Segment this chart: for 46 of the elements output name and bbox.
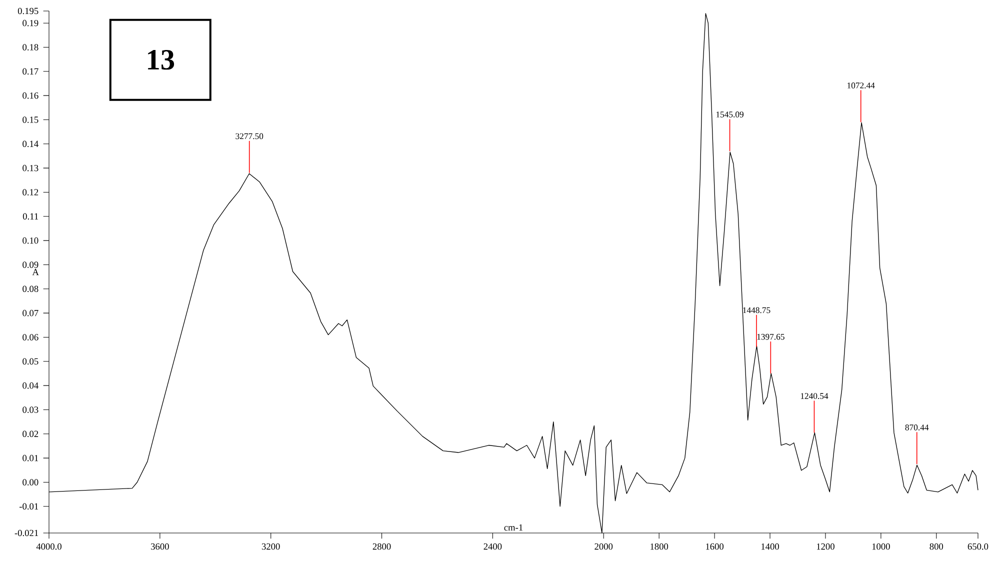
annotation: 13 xyxy=(148,50,174,70)
y-tick-label: 0.00 xyxy=(22,479,38,486)
annotation: 870.44 xyxy=(905,424,929,430)
y-tick-label: 0.14 xyxy=(22,140,38,148)
y-tick-label: 0.195 xyxy=(18,8,38,14)
y-tick-label: 0.01 xyxy=(22,454,38,462)
annotation: 1240.54 xyxy=(800,393,828,399)
y-tick-label: 0.10 xyxy=(22,237,38,244)
y-tick-label: 0.17 xyxy=(22,68,38,75)
y-tick-label: 0.18 xyxy=(22,44,38,50)
x-tick-label: 2400 xyxy=(484,543,502,550)
x-tick-label: 1400 xyxy=(761,543,779,550)
y-tick-label: 0.02 xyxy=(22,430,38,438)
annotation: 1448.75 xyxy=(743,307,770,314)
y-tick-label: 0.05 xyxy=(22,358,38,365)
y-tick-label: 0.12 xyxy=(22,189,38,196)
y-tick-label: -0.01 xyxy=(20,503,38,510)
y-tick-label: 0.06 xyxy=(22,334,38,340)
y-tick-label: 0.08 xyxy=(22,286,38,292)
annotation: 1545.09 xyxy=(716,112,744,118)
y-tick-label: 0.07 xyxy=(22,310,38,316)
y-tick-label: 0.16 xyxy=(22,92,38,99)
y-tick-label: 0.03 xyxy=(22,406,38,413)
y-tick-label: 0.11 xyxy=(22,213,38,220)
x-tick-label: 1200 xyxy=(816,543,834,550)
x-axis-title: cm-1 xyxy=(504,524,523,531)
x-tick-label: 800 xyxy=(930,543,944,550)
x-tick-label: 3600 xyxy=(151,543,169,550)
y-axis-title: A xyxy=(32,268,39,276)
y-tick-label: 0.15 xyxy=(22,116,38,123)
annotation: 1397.65 xyxy=(757,334,784,340)
x-tick-label: 1000 xyxy=(872,543,890,550)
annotation: 1072.44 xyxy=(848,82,875,88)
y-tick-label: -0.021 xyxy=(14,530,38,536)
x-tick-label: 3200 xyxy=(262,543,280,550)
x-tick-label: 1600 xyxy=(706,543,724,550)
x-tick-label: 650.0 xyxy=(968,543,988,550)
x-tick-label: 1800 xyxy=(650,543,668,550)
x-tick-label: 4000.0 xyxy=(36,543,62,550)
y-tick-label: 0.09 xyxy=(22,262,38,268)
x-tick-label: 2800 xyxy=(372,543,391,550)
y-tick-label: 0.04 xyxy=(22,382,38,389)
annotation: 3277.50 xyxy=(236,133,264,140)
x-tick-label: 2000 xyxy=(594,543,613,550)
y-tick-label: 0.19 xyxy=(22,20,38,26)
y-tick-label: 0.13 xyxy=(22,164,38,172)
